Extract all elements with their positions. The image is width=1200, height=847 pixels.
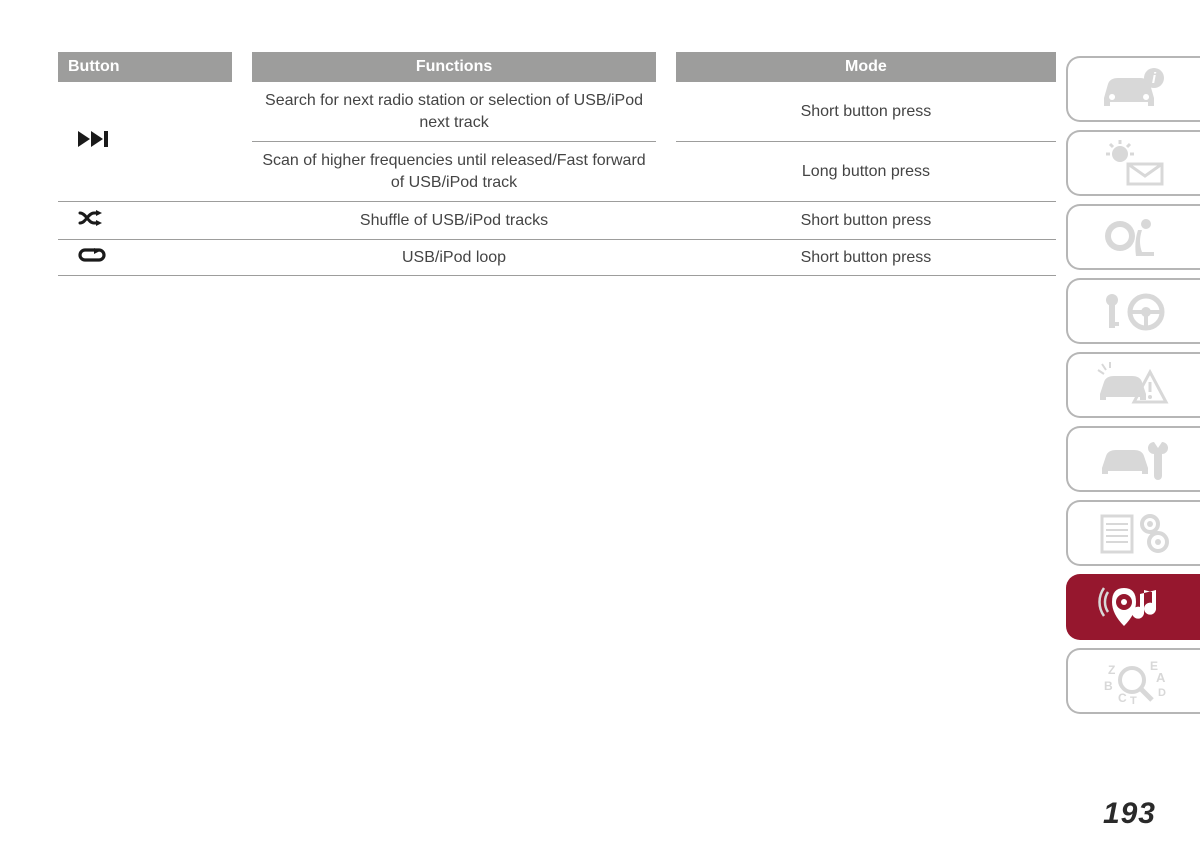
svg-text:T: T (1130, 695, 1137, 706)
button-functions-table: Button Functions Mode Search for next ra… (58, 52, 1056, 276)
button-cell-shuffle (58, 202, 232, 240)
car-info-icon: i (1094, 64, 1174, 114)
airbag-seat-icon (1094, 212, 1174, 262)
function-cell: USB/iPod loop (252, 240, 656, 276)
col-header-mode: Mode (676, 52, 1056, 82)
table-row: Shuffle of USB/iPod tracks Short button … (58, 202, 1056, 240)
button-cell-loop (58, 240, 232, 276)
next-track-icon (78, 131, 114, 152)
list-gears-icon (1094, 508, 1174, 558)
col-gap (232, 52, 252, 82)
svg-text:D: D (1158, 687, 1166, 699)
cell-gap (232, 240, 252, 276)
page-number: 193 (1103, 797, 1156, 831)
vehicle-info-tab[interactable]: i (1066, 56, 1200, 122)
lights-messages-tab[interactable] (1066, 130, 1200, 196)
button-cell-next-track (58, 82, 232, 202)
col-gap (656, 52, 676, 82)
loop-icon (78, 248, 106, 267)
function-cell: Shuffle of USB/iPod tracks (252, 202, 656, 240)
button-functions-table-container: Button Functions Mode Search for next ra… (58, 52, 1056, 276)
cell-gap (232, 202, 252, 240)
table-header-row: Button Functions Mode (58, 52, 1056, 82)
svg-text:B: B (1104, 679, 1113, 693)
cell-gap (232, 82, 252, 202)
table-row: Search for next radio station or selecti… (58, 82, 1056, 142)
mode-cell: Short button press (676, 82, 1056, 142)
mode-cell: Short button press (676, 202, 1056, 240)
svg-text:Z: Z (1108, 663, 1115, 677)
svg-text:A: A (1156, 670, 1166, 685)
section-tabs-sidebar: i ZBCTEAD (1066, 56, 1200, 722)
col-header-button: Button (58, 52, 232, 82)
col-header-functions: Functions (252, 52, 656, 82)
starting-driving-tab[interactable] (1066, 278, 1200, 344)
car-wrench-icon (1094, 434, 1174, 484)
table-row: USB/iPod loop Short button press (58, 240, 1056, 276)
mode-cell: Long button press (676, 142, 1056, 202)
key-wheel-icon (1094, 286, 1174, 336)
alpha-search-icon: ZBCTEAD (1094, 656, 1174, 706)
specs-tab[interactable] (1066, 500, 1200, 566)
safety-tab[interactable] (1066, 204, 1200, 270)
car-warning-icon (1094, 360, 1174, 410)
maintenance-tab[interactable] (1066, 426, 1200, 492)
cell-gap (656, 82, 676, 202)
media-nav-icon (1094, 582, 1174, 632)
emergency-tab[interactable] (1066, 352, 1200, 418)
cell-gap (656, 202, 676, 240)
function-cell: Search for next radio station or selecti… (252, 82, 656, 142)
cell-gap (656, 240, 676, 276)
function-cell: Scan of higher frequencies until release… (252, 142, 656, 202)
light-envelope-icon (1094, 138, 1174, 188)
multimedia-tab[interactable] (1066, 574, 1200, 640)
mode-cell: Short button press (676, 240, 1056, 276)
index-tab[interactable]: ZBCTEAD (1066, 648, 1200, 714)
svg-text:C: C (1118, 691, 1127, 705)
shuffle-icon (78, 210, 102, 231)
